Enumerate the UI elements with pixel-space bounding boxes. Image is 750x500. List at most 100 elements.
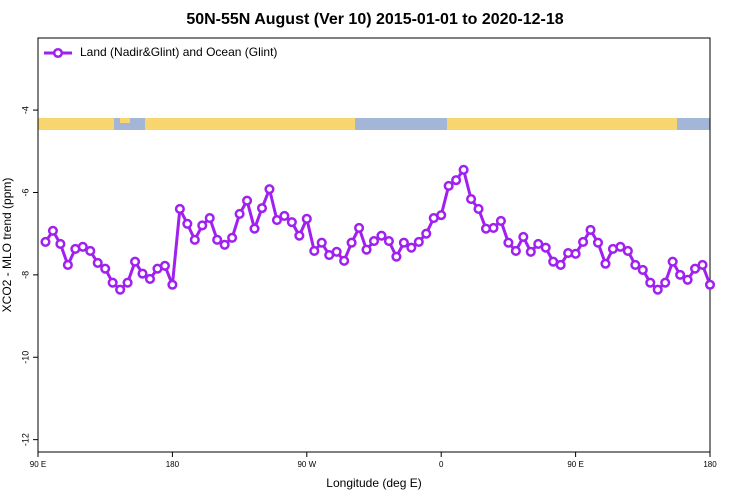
data-point	[286, 217, 297, 228]
data-point	[167, 279, 178, 290]
data-point	[346, 237, 357, 248]
data-point	[361, 244, 372, 255]
x-tick-label: 180	[703, 460, 717, 469]
data-point	[264, 184, 275, 195]
data-point	[92, 257, 103, 268]
data-point	[368, 236, 380, 247]
data-point	[77, 241, 88, 252]
data-point	[85, 245, 96, 257]
x-tick-label: 180	[166, 460, 180, 469]
data-point	[316, 237, 327, 248]
data-point	[421, 228, 432, 239]
y-tick-label: -8	[20, 271, 30, 279]
data-point	[294, 230, 305, 241]
data-point	[585, 224, 596, 236]
data-point	[182, 218, 193, 229]
data-point	[667, 256, 678, 267]
x-tick-label: 90 E	[567, 460, 583, 469]
x-tick-label: 90 W	[297, 460, 316, 469]
data-point	[115, 284, 126, 295]
data-point	[174, 203, 185, 215]
legend-marker	[52, 47, 64, 59]
data-point	[555, 259, 566, 271]
x-axis-label: Longitude (deg E)	[326, 476, 421, 490]
y-tick-label: -12	[20, 433, 30, 446]
data-point	[107, 277, 118, 288]
data-point	[451, 175, 462, 186]
data-point	[144, 273, 156, 285]
data-point	[675, 269, 686, 280]
plot-frame	[37, 37, 711, 453]
data-point	[466, 194, 477, 205]
chart-title: 50N-55N August (Ver 10) 2015-01-01 to 20…	[186, 11, 563, 28]
data-point	[533, 238, 544, 250]
data-point	[301, 213, 312, 224]
data-point	[242, 195, 253, 206]
data-point	[697, 259, 708, 271]
data-point	[518, 231, 529, 243]
data-point	[234, 208, 245, 219]
y-tick-label: -4	[20, 106, 30, 114]
data-point	[600, 258, 611, 269]
y-tick-label: -6	[20, 188, 30, 196]
data-point	[488, 222, 499, 233]
land-ocean-strip	[38, 118, 710, 130]
data-point	[645, 277, 656, 288]
data-point	[130, 256, 141, 267]
y-axis-label: XCO2 - MLO trend (ppm)	[0, 178, 14, 313]
data-point	[592, 237, 604, 248]
data-point	[413, 236, 424, 247]
data-point	[391, 251, 402, 262]
data-point	[197, 220, 208, 231]
data-point	[704, 279, 716, 290]
data-point	[219, 239, 230, 250]
data-point	[540, 242, 551, 253]
data-point	[354, 222, 365, 233]
data-point	[406, 242, 417, 253]
data-point	[473, 203, 484, 215]
legend-label: Land (Nadir&Glint) and Ocean (Glint)	[80, 45, 277, 59]
data-point	[309, 245, 320, 257]
data-point	[279, 210, 290, 222]
x-tick-label: 90 E	[30, 460, 46, 469]
data-point	[458, 164, 469, 175]
data-point	[630, 259, 641, 271]
data-point	[122, 277, 133, 288]
data-point	[189, 234, 200, 245]
data-point	[503, 237, 514, 248]
data-point	[376, 230, 387, 241]
data-point	[383, 236, 394, 247]
data-point	[331, 246, 342, 257]
data-point	[249, 223, 260, 234]
data-point	[637, 264, 648, 275]
data-point	[339, 255, 350, 266]
data-point	[40, 236, 51, 247]
data-point	[271, 215, 282, 226]
data-point	[495, 215, 506, 226]
data-point	[137, 268, 148, 279]
data-point	[690, 263, 701, 274]
data-point	[398, 237, 409, 248]
y-tick-label: -10	[20, 351, 30, 364]
data-point	[47, 225, 58, 236]
data-point	[652, 284, 663, 295]
data-point	[510, 245, 521, 257]
data-point	[212, 234, 223, 245]
data-point	[55, 238, 66, 250]
data-point	[615, 241, 626, 252]
data-point	[227, 232, 238, 243]
data-point	[100, 263, 111, 274]
data-point	[443, 180, 454, 191]
data-point	[570, 248, 581, 259]
data-point	[622, 245, 633, 257]
data-point	[159, 260, 170, 271]
x-tick-label: 0	[439, 460, 444, 469]
data-point	[525, 246, 536, 257]
data-point	[204, 212, 215, 224]
data-point	[682, 274, 693, 285]
data-point	[62, 259, 73, 271]
data-point	[436, 210, 447, 221]
data-point	[256, 203, 268, 214]
data-point	[660, 277, 671, 288]
